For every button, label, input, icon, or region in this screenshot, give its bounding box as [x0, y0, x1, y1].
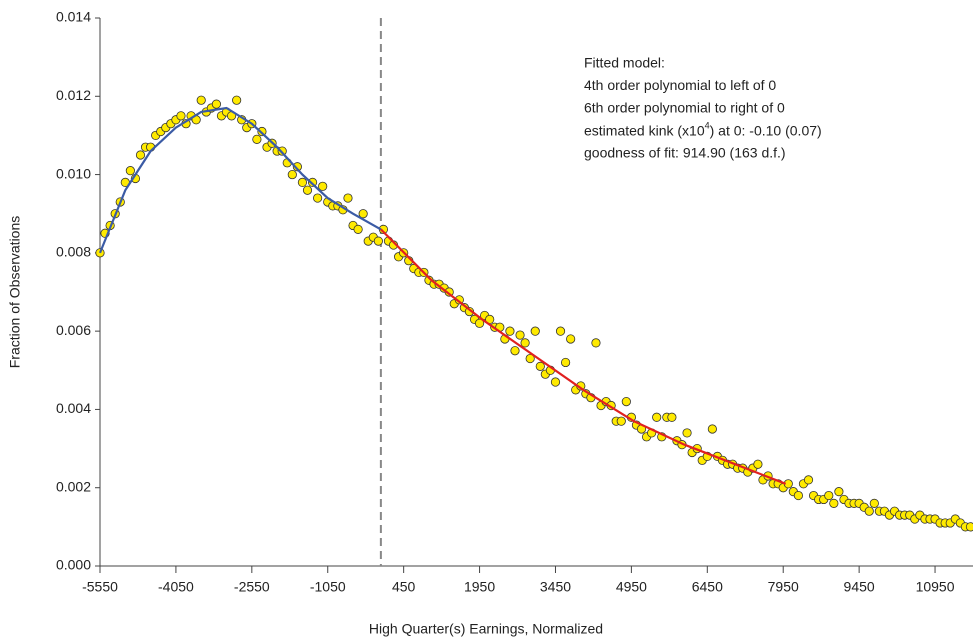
data-point: [560, 357, 571, 368]
x-tick-label: 4950: [616, 579, 647, 595]
data-point: [135, 150, 146, 160]
annotation-line: goodness of fit: 914.90 (163 d.f.): [584, 145, 786, 161]
annotation-superscript: 4: [705, 121, 710, 131]
x-tick-label: 3450: [540, 579, 571, 595]
data-point: [555, 326, 566, 336]
x-tick-label: 450: [392, 579, 416, 595]
data-point: [803, 475, 814, 485]
data-point: [682, 428, 692, 438]
data-point: [176, 111, 186, 121]
y-tick-label: 0.002: [56, 478, 91, 494]
data-point: [566, 334, 576, 344]
annotation-line: 6th order polynomial to right of 0: [584, 100, 785, 116]
x-tick-label: -1050: [310, 579, 346, 595]
data-point: [302, 185, 313, 195]
x-tick-label: -5550: [82, 579, 118, 595]
data-point: [965, 522, 973, 532]
data-point: [869, 498, 879, 508]
data-point: [292, 162, 302, 172]
y-tick-label: 0.006: [56, 322, 91, 338]
data-point: [125, 166, 135, 176]
y-tick-label: 0.010: [56, 165, 91, 181]
data-point: [343, 193, 353, 203]
data-point: [753, 459, 763, 469]
data-point: [535, 361, 545, 371]
fit-line: [98, 106, 382, 254]
data-point: [864, 506, 874, 516]
y-tick-label: 0.004: [56, 400, 91, 416]
annotation-text: ) at 0: -0.10 (0.07): [710, 122, 822, 138]
y-tick-label: 0.000: [56, 557, 91, 573]
data-point: [707, 424, 717, 434]
y-tick-label: 0.014: [56, 9, 91, 25]
x-tick-label: 1950: [464, 579, 495, 595]
data-point: [297, 177, 308, 187]
data-point: [358, 209, 368, 219]
x-tick-label: -4050: [158, 579, 194, 595]
y-axis-title: Fraction of Observations: [7, 216, 23, 369]
data-point: [211, 99, 221, 109]
data-point: [287, 169, 297, 180]
x-tick-label: 10950: [916, 579, 955, 595]
data-point: [824, 490, 834, 501]
y-tick-label: 0.012: [56, 87, 91, 103]
data-point: [318, 181, 328, 191]
data-point: [616, 416, 626, 426]
data-point: [621, 396, 631, 407]
y-tick-label: 0.008: [56, 244, 91, 260]
data-point: [252, 134, 262, 144]
data-point: [520, 338, 530, 348]
data-point: [474, 318, 485, 328]
data-point: [232, 95, 242, 105]
data-point: [829, 498, 839, 508]
data-point: [525, 353, 535, 364]
annotation-text: estimated kink (x10: [584, 122, 705, 138]
data-point: [373, 236, 383, 246]
x-axis-title: High Quarter(s) Earnings, Normalized: [369, 621, 603, 637]
data-point: [793, 490, 804, 501]
data-point: [196, 95, 206, 105]
data-point: [510, 346, 520, 356]
data-point: [530, 326, 540, 336]
fit-line: [380, 228, 787, 485]
data-point: [313, 193, 323, 203]
data-point: [591, 338, 601, 348]
data-point: [667, 412, 677, 422]
data-point: [353, 224, 363, 234]
data-point: [505, 326, 515, 336]
annotation-line: 4th order polynomial to left of 0: [584, 77, 776, 93]
x-tick-label: 7950: [768, 579, 799, 595]
annotation-line: Fitted model:: [584, 55, 665, 71]
x-tick-label: -2550: [234, 579, 270, 595]
x-tick-label: 9450: [844, 579, 875, 595]
data-point: [515, 330, 525, 340]
data-point: [550, 377, 561, 387]
annotation-line: estimated kink (x104) at 0: -0.10 (0.07): [584, 121, 822, 138]
x-tick-label: 6450: [692, 579, 723, 595]
data-point: [834, 487, 844, 497]
data-point: [652, 412, 662, 422]
